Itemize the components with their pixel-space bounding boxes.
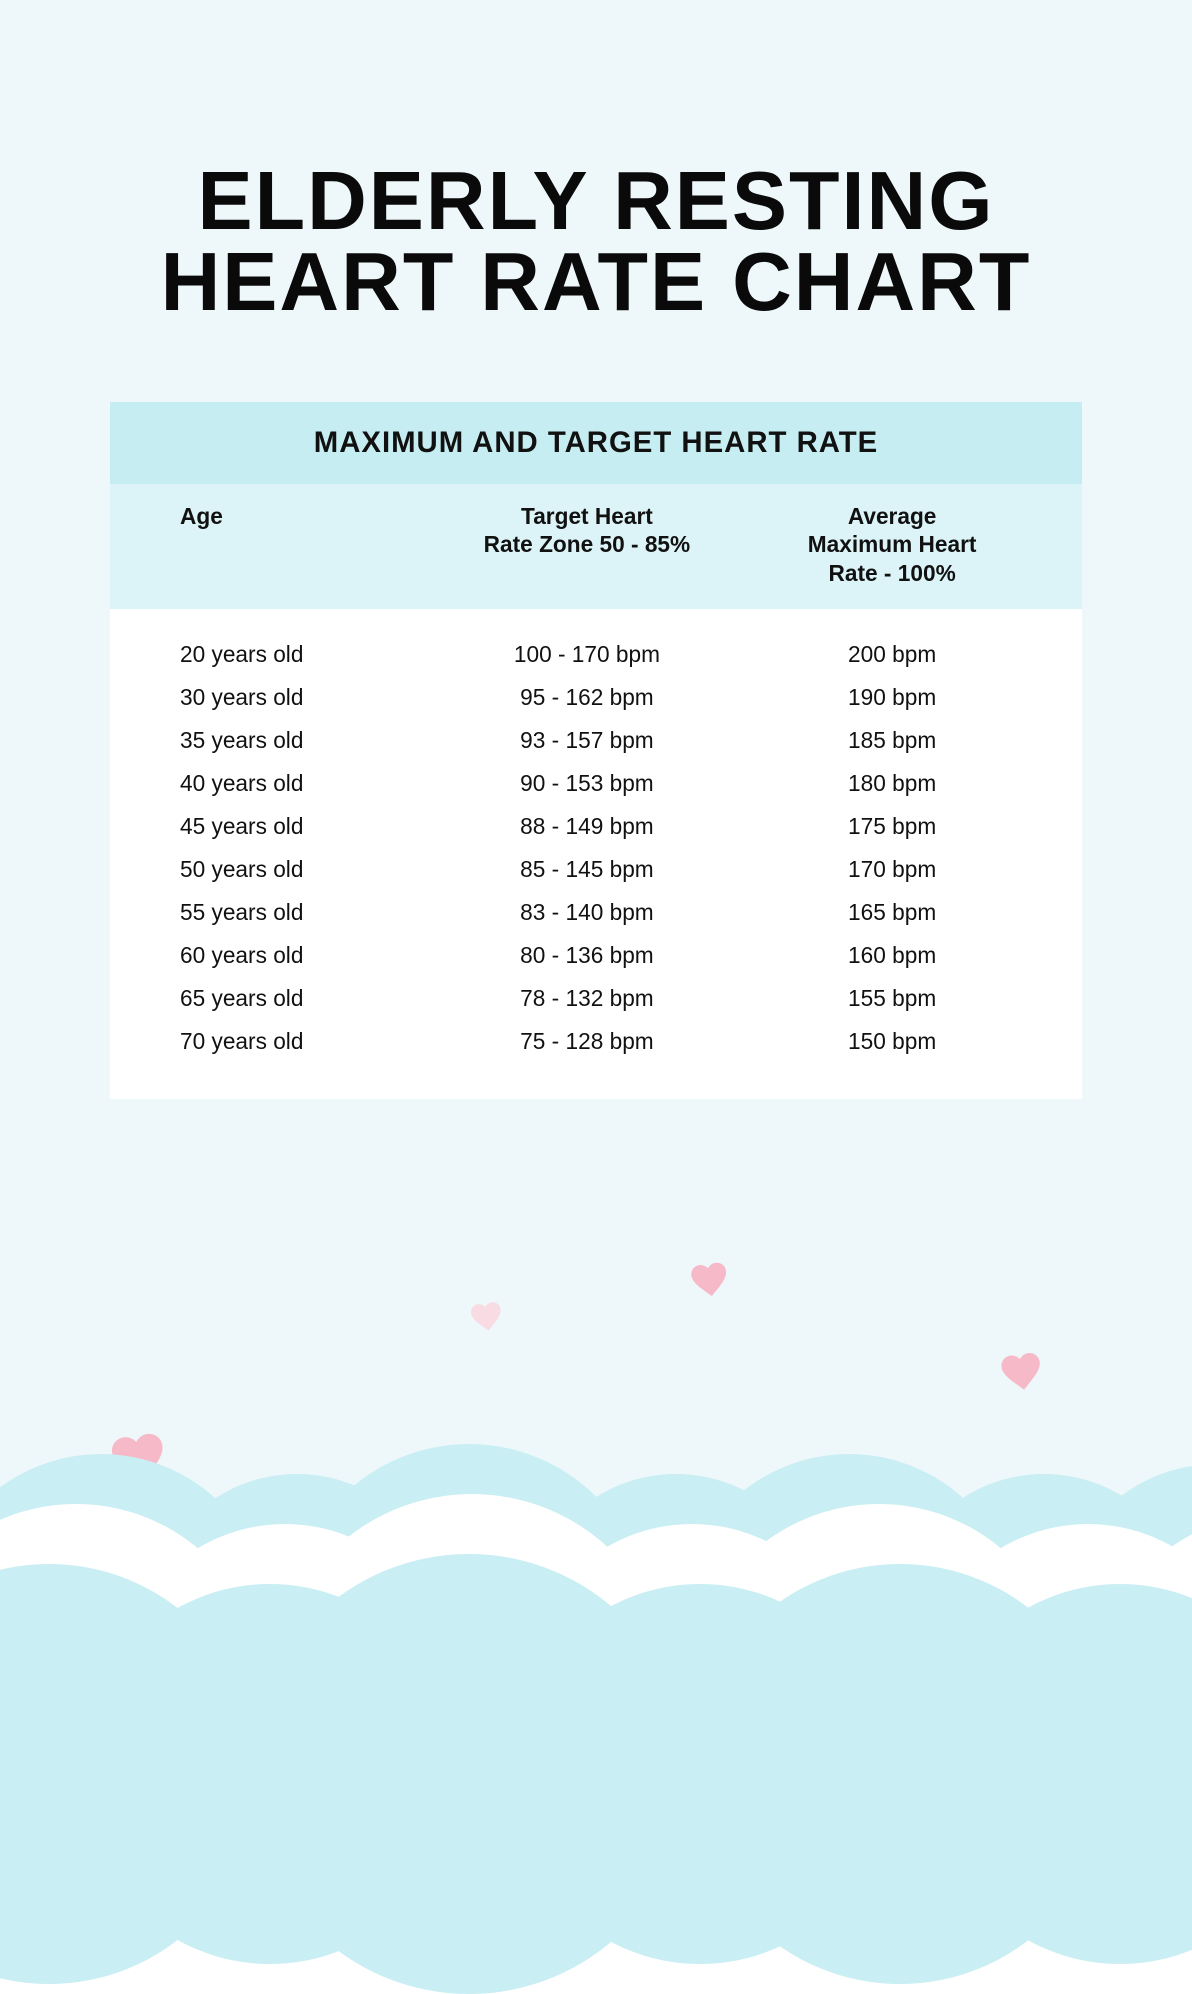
decorative-clouds (0, 1164, 1192, 1684)
table-row: 30 years old95 - 162 bpm190 bpm (140, 676, 1052, 719)
cell-age: 70 years old (140, 1028, 442, 1055)
table-row: 20 years old100 - 170 bpm200 bpm (140, 633, 1052, 676)
cell-target: 88 - 149 bpm (442, 813, 733, 840)
cell-target: 100 - 170 bpm (442, 641, 733, 668)
table-title: MAXIMUM AND TARGET HEART RATE (314, 426, 878, 459)
cell-max: 160 bpm (732, 942, 1052, 969)
cell-max: 190 bpm (732, 684, 1052, 711)
cell-target: 95 - 162 bpm (442, 684, 733, 711)
col-header-target: Target Heart Rate Zone 50 - 85% (442, 502, 733, 587)
col-header-target-l2: Rate Zone 50 - 85% (442, 530, 733, 558)
table-body: 20 years old100 - 170 bpm200 bpm30 years… (110, 609, 1082, 1099)
col-header-target-l1: Target Heart (442, 502, 733, 530)
cell-max: 185 bpm (732, 727, 1052, 754)
table-row: 55 years old83 - 140 bpm165 bpm (140, 891, 1052, 934)
title-line-2: HEART RATE CHART (161, 235, 1032, 328)
cell-age: 45 years old (140, 813, 442, 840)
heart-rate-table: MAXIMUM AND TARGET HEART RATE Age Target… (110, 402, 1082, 1099)
table-header-row: Age Target Heart Rate Zone 50 - 85% Aver… (110, 484, 1082, 609)
cell-target: 93 - 157 bpm (442, 727, 733, 754)
table-row: 70 years old75 - 128 bpm150 bpm (140, 1020, 1052, 1063)
cell-max: 150 bpm (732, 1028, 1052, 1055)
col-header-age: Age (140, 502, 442, 587)
cell-age: 40 years old (140, 770, 442, 797)
cell-age: 35 years old (140, 727, 442, 754)
page-title: ELDERLY RESTING HEART RATE CHART (110, 160, 1082, 322)
table-row: 45 years old88 - 149 bpm175 bpm (140, 805, 1052, 848)
cell-age: 60 years old (140, 942, 442, 969)
cell-target: 78 - 132 bpm (442, 985, 733, 1012)
cell-max: 170 bpm (732, 856, 1052, 883)
table-title-band: MAXIMUM AND TARGET HEART RATE (110, 402, 1082, 484)
cell-age: 50 years old (140, 856, 442, 883)
cell-age: 55 years old (140, 899, 442, 926)
cell-target: 75 - 128 bpm (442, 1028, 733, 1055)
cell-max: 180 bpm (732, 770, 1052, 797)
cell-target: 80 - 136 bpm (442, 942, 733, 969)
cell-target: 90 - 153 bpm (442, 770, 733, 797)
col-header-max-l1: Average (732, 502, 1052, 530)
table-row: 35 years old93 - 157 bpm185 bpm (140, 719, 1052, 762)
cell-max: 155 bpm (732, 985, 1052, 1012)
table-row: 60 years old80 - 136 bpm160 bpm (140, 934, 1052, 977)
col-header-max-l3: Rate - 100% (732, 559, 1052, 587)
cell-age: 20 years old (140, 641, 442, 668)
title-line-1: ELDERLY RESTING (197, 154, 994, 247)
cell-max: 200 bpm (732, 641, 1052, 668)
table-row: 65 years old78 - 132 bpm155 bpm (140, 977, 1052, 1020)
col-header-max-l2: Maximum Heart (732, 530, 1052, 558)
cell-target: 83 - 140 bpm (442, 899, 733, 926)
cell-max: 175 bpm (732, 813, 1052, 840)
cell-age: 30 years old (140, 684, 442, 711)
col-header-max: Average Maximum Heart Rate - 100% (732, 502, 1052, 587)
cell-max: 165 bpm (732, 899, 1052, 926)
col-header-age-l1: Age (180, 502, 442, 530)
cell-target: 85 - 145 bpm (442, 856, 733, 883)
table-row: 50 years old85 - 145 bpm170 bpm (140, 848, 1052, 891)
table-row: 40 years old90 - 153 bpm180 bpm (140, 762, 1052, 805)
content-area: ELDERLY RESTING HEART RATE CHART MAXIMUM… (0, 0, 1192, 1099)
cell-age: 65 years old (140, 985, 442, 1012)
